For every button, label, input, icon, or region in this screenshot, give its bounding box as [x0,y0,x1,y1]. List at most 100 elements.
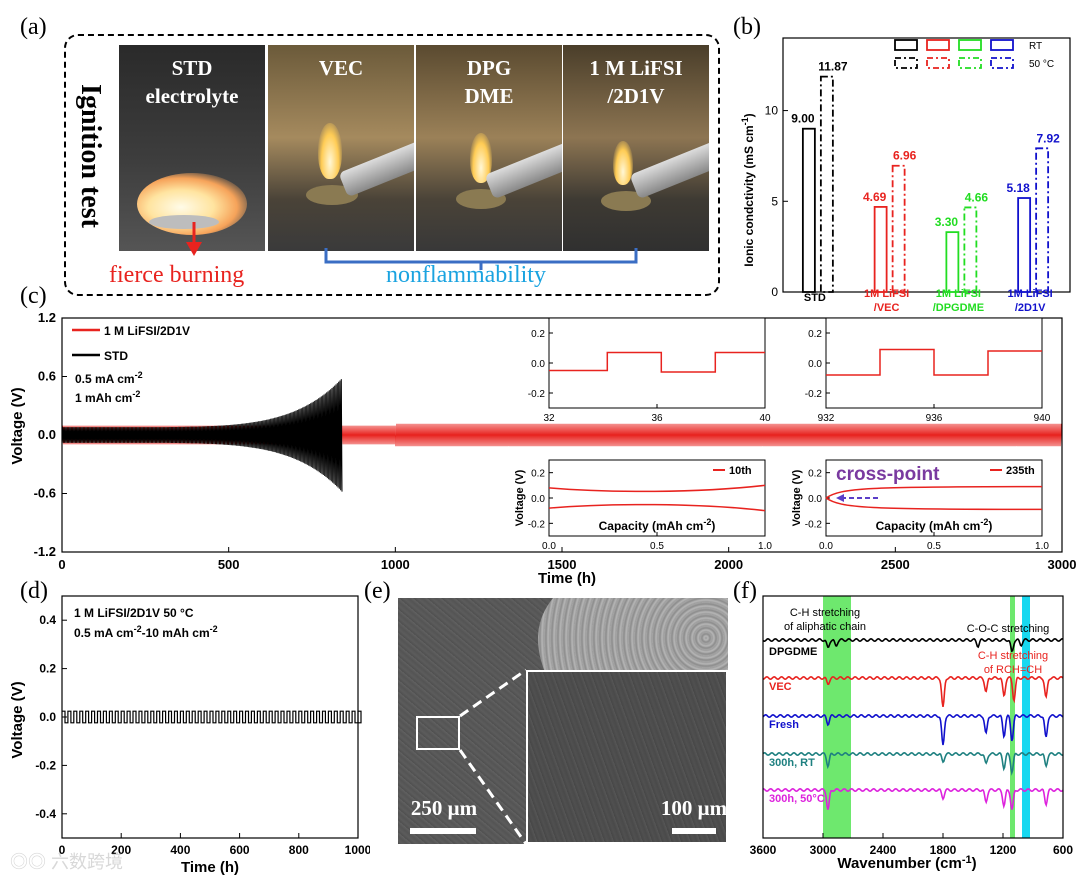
inset-frame [548,317,766,409]
photo-label-line1: 1 M LiFSI [589,56,683,80]
panel-a [64,34,720,296]
inset-legend-label: 10th [729,465,752,477]
bar-value-label: 3.30 [935,215,959,229]
inset-y-tick-label: 0.2 [808,329,822,340]
inset-x-tick-label: 0.0 [542,541,556,552]
inset-y-tick-label: 0.0 [808,359,822,370]
bar-value-label: 9.00 [791,112,815,126]
legend-swatch-50c [894,57,918,69]
inset-y-tick-label: 0.2 [531,469,545,480]
chart-f-axes: DPGDME VEC Fresh 300h, RT 300h, 50°C 3600 3000… [750,595,1073,857]
inset-ylabel: Voltage (V) [791,469,803,526]
category-label: /VEC [874,302,900,314]
photo-label-line2: /2D1V [607,84,665,108]
photo-dpgdme: DPG DME [416,45,562,251]
ftir-series-label: 300h, RT [769,757,815,769]
category-label: /2D1V [1015,302,1046,314]
ftir-line-0 [762,637,1064,653]
nonflam-bracket [324,248,638,264]
chart-c: 0 500 1000 1500 2000 2500 3000 1.2 0.6 0.0 -0.6 -1.… [9,310,1077,587]
x-tick-label: 1500 [548,557,577,572]
inset-y-tick-label: -0.2 [805,389,823,400]
scale-bar-100 [672,828,716,834]
watermark: ◎◎ 六数跨境 [10,848,123,874]
inset-square-wave [826,348,1042,376]
panel-label-c: (c) [20,283,47,309]
inset-square-wave [549,351,765,373]
y-tick-label: 0 [771,285,778,299]
x-tick-label: 3000 [1048,557,1077,572]
inset-y-tick-label: 0.0 [531,494,545,505]
x-tick-label: 3000 [810,843,837,857]
chart-b-legend: RT 50 °C [894,39,1054,70]
inset-xlabel: Capacity (mAh cm-2) [599,517,716,533]
chart-d: 0 200 400 600 800 1000 0.4 0.2 0.0 -0.2 -0.4 Volta… [9,595,370,876]
chart-b-ylabel: Ionic condctivity (mS cm-1) [740,113,756,266]
chart-c-xlabel: Time (h) [538,570,596,587]
inset-xlabel: Capacity (mAh cm-2) [876,517,993,533]
bar-0-0 [801,127,816,293]
x-tick-label: 1000 [345,843,370,857]
legend-label-std: STD [104,349,128,363]
bar-value-label: 5.18 [1006,181,1030,195]
note-current-capacity: 0.5 mA cm-2-10 mAh cm-2 [74,624,218,640]
bar-1-0 [873,206,888,293]
legend-swatch-rt [958,39,982,51]
x-tick-label: 2400 [870,843,897,857]
annotation-rch-line1: C-H stretching [978,650,1048,662]
inset-y-tick-label: 0.0 [531,359,545,370]
x-tick-label: 600 [230,843,250,857]
inset-x-tick-label: 40 [759,413,771,424]
y-tick-label: 10 [765,104,779,118]
photo-vec: VEC [268,45,414,251]
sem-zoom-box [416,716,460,750]
inset-x-tick-label: 940 [1034,413,1051,424]
series-std-line [61,379,343,492]
chart-d-ylabel: Voltage (V) [9,681,26,758]
sem-inset [526,670,728,844]
y-tick-label: -1.2 [34,544,56,559]
legend-swatch-50c [926,57,950,69]
x-tick-label: 1800 [930,843,957,857]
inset-y-tick-label: 0.0 [808,494,822,505]
panel-label-b: (b) [733,14,761,40]
ftir-series-label: DPGDME [769,646,817,658]
inset-x-tick-label: 0.5 [927,541,941,552]
ftir-line-2 [762,713,1064,746]
fierce-burning-label: fierce burning [109,262,245,288]
bar-value-label: 4.69 [863,190,887,204]
x-tick-label: 200 [111,843,131,857]
bar-value-label: 4.66 [965,190,989,204]
panel-a-annotations [186,222,638,270]
chart-d-axes: 0 200 400 600 800 1000 0.4 0.2 0.0 -0.2 -0.4 [35,595,370,857]
x-tick-label: 800 [289,843,309,857]
annotation-ch-line1: C-H stretching [790,607,860,619]
y-tick-label: 1.2 [38,310,56,325]
y-tick-label: 0.6 [38,369,56,384]
y-tick-label: 5 [771,194,778,208]
bar-value-label: 6.96 [893,149,917,163]
inset-legend-label: 235th [1006,465,1035,477]
panel-label-a: (a) [20,14,47,40]
photo-label-line1: VEC [318,56,364,80]
inset-y-tick-label: -0.2 [805,519,823,530]
inset-discharge-curve [825,497,1043,511]
inset-x-tick-label: 0.0 [819,541,833,552]
y-tick-label: 0.2 [39,662,56,676]
note-current-density: 0.5 mA cm-2 [75,370,143,386]
bar-3-1 [1035,147,1050,293]
note-cell-temp: 1 M LiFSI/2D1V 50 °C [74,606,194,620]
bar-3-0 [1017,197,1032,293]
inset-y-tick-label: -0.2 [528,519,546,530]
scale-label-100: 100 μm [660,796,728,820]
chart-d-xlabel: Time (h) [181,859,239,876]
ftir-series-label: 300h, 50°C [769,793,825,805]
inset-x-tick-label: 936 [926,413,943,424]
bar-0-1 [819,75,834,293]
x-tick-label: 500 [218,557,240,572]
x-tick-label: 2500 [881,557,910,572]
y-tick-label: 0.4 [39,613,56,627]
x-tick-label: 3600 [750,843,777,857]
